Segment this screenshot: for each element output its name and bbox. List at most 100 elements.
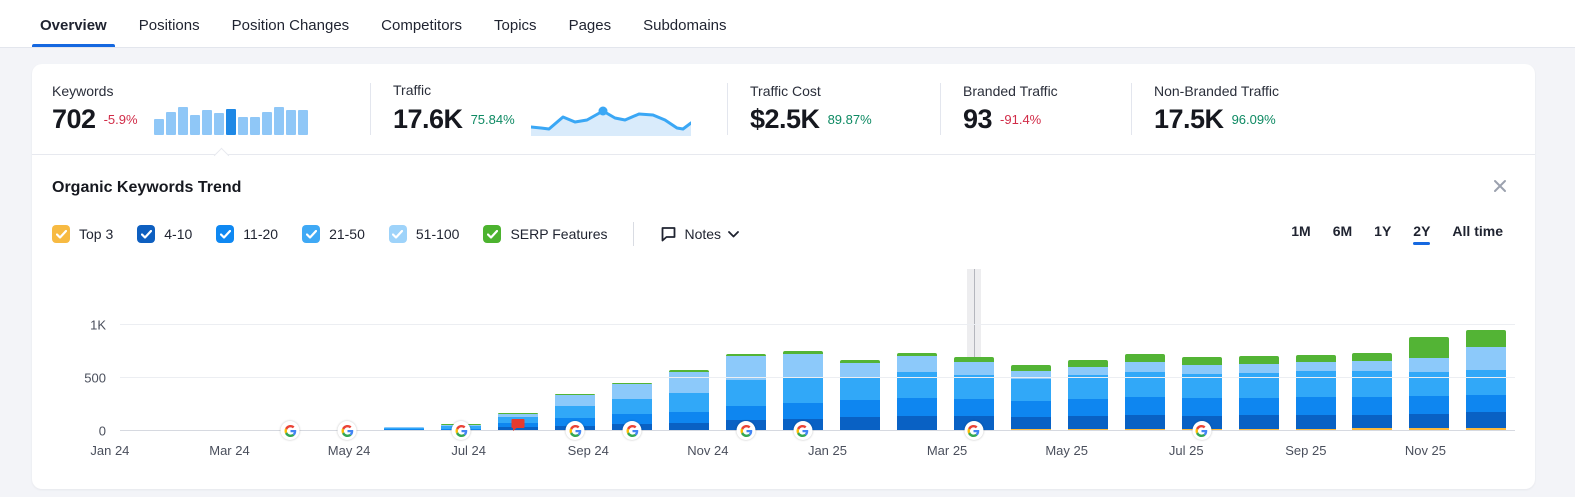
filter-21-50[interactable]: 21-50: [302, 225, 365, 243]
stacked-bar[interactable]: [1067, 360, 1108, 431]
checkbox-checked-icon[interactable]: [137, 225, 156, 243]
google-update-icon[interactable]: [451, 421, 471, 440]
stat-value: 17.5K: [1154, 104, 1224, 134]
tab-overview[interactable]: Overview: [32, 17, 115, 47]
stat-branded-traffic[interactable]: Branded Traffic 93 -91.4%: [963, 83, 1109, 135]
checkbox-checked-icon[interactable]: [216, 225, 235, 243]
stacked-bar[interactable]: [669, 369, 710, 431]
bar-segment-serp-features: [726, 353, 766, 356]
bar-segment-4-10: [1352, 414, 1393, 429]
stacked-bar[interactable]: [1295, 354, 1336, 431]
stacked-bar[interactable]: [1010, 365, 1051, 431]
chart-slot-dec-24: [774, 271, 831, 440]
stacked-bar[interactable]: [1409, 336, 1450, 431]
stat-change: 89.87%: [827, 112, 872, 127]
google-update-icon[interactable]: [622, 421, 642, 440]
chart-slot-dec-25: [1458, 271, 1515, 431]
bar-segment-top-3: [1352, 428, 1393, 431]
filter-serp-features[interactable]: SERP Features: [483, 225, 607, 243]
minibar-bar: [225, 108, 236, 135]
stat-traffic-cost[interactable]: Traffic Cost $2.5K 89.87%: [750, 83, 918, 135]
checkbox-checked-icon[interactable]: [302, 225, 321, 243]
bar-segment-11-20: [384, 429, 425, 430]
google-update-icon[interactable]: [793, 421, 813, 440]
stat-keywords[interactable]: Keywords 702 -5.9%: [52, 83, 348, 135]
stacked-bar[interactable]: [839, 360, 880, 431]
bar-segment-21-50: [1466, 370, 1507, 395]
bar-segment-serp-features: [612, 383, 653, 385]
chart-slot-jun-25: [1116, 271, 1173, 431]
google-update-icon[interactable]: [1192, 421, 1212, 440]
notes-dropdown[interactable]: Notes: [660, 226, 739, 242]
chart-slot-feb-25: [888, 271, 945, 431]
bar-segment-11-20: [896, 397, 937, 416]
range-1m[interactable]: 1M: [1291, 223, 1311, 239]
bar-segment-serp-features: [1238, 356, 1279, 365]
close-icon[interactable]: [1493, 179, 1507, 193]
bar-segment-top-3: [1295, 428, 1336, 431]
checkbox-checked-icon[interactable]: [52, 225, 70, 243]
tab-position-changes[interactable]: Position Changes: [231, 17, 350, 34]
checkbox-checked-icon[interactable]: [483, 225, 502, 243]
range-1y[interactable]: 1Y: [1374, 223, 1392, 239]
tab-pages[interactable]: Pages: [568, 17, 612, 34]
stacked-bar[interactable]: [1181, 357, 1222, 431]
x-axis-label: Jul 25: [1168, 443, 1204, 458]
bar-segment-51-100: [1409, 358, 1450, 373]
google-update-icon[interactable]: [337, 421, 357, 440]
stat-divider: [940, 83, 941, 135]
stacked-bar[interactable]: [1124, 353, 1165, 431]
stat-traffic[interactable]: Traffic 17.6K 75.84%: [393, 82, 705, 137]
filter-51-100[interactable]: 51-100: [388, 225, 460, 243]
stacked-bar[interactable]: [1466, 329, 1507, 431]
minibar-bar: [153, 118, 164, 135]
filter-label: SERP Features: [510, 226, 608, 242]
google-update-icon[interactable]: [736, 421, 756, 440]
range-6m[interactable]: 6M: [1332, 223, 1353, 239]
google-update-icon[interactable]: [565, 421, 585, 440]
y-axis-label: 500: [84, 370, 106, 386]
bar-segment-11-20: [1124, 397, 1165, 416]
google-update-icon[interactable]: [964, 421, 984, 440]
y-axis-label: 0: [98, 423, 106, 439]
stacked-bar[interactable]: [1238, 356, 1279, 431]
tab-competitors[interactable]: Competitors: [381, 17, 463, 34]
stacked-bar[interactable]: [896, 353, 937, 431]
bar-segment-51-100: [1295, 361, 1336, 372]
chart-slot-may-25: [1059, 271, 1116, 431]
stat-non-branded-traffic[interactable]: Non-Branded Traffic 17.5K 96.09%: [1154, 83, 1279, 135]
x-axis-label: [379, 443, 439, 458]
stacked-bar[interactable]: [1352, 353, 1393, 431]
bar-segment-11-20: [1067, 399, 1108, 417]
chart-slot-feb-24: [205, 271, 262, 431]
filter-label: 51-100: [415, 226, 460, 242]
chart-slot-aug-25: [1230, 271, 1287, 431]
x-axis-label: Nov 24: [687, 443, 729, 458]
stats-row: Keywords 702 -5.9% Traffic 17.6K 75.84% Traffi…: [32, 64, 1535, 163]
x-axis-label: [977, 443, 1037, 458]
tab-topics[interactable]: Topics: [494, 17, 537, 34]
gridline: [120, 324, 1515, 325]
stacked-bar[interactable]: [782, 351, 823, 431]
checkbox-checked-icon[interactable]: [388, 225, 407, 243]
organic-keywords-trend-section: Organic Keywords Trend Top 3 4-10 11-20 21-…: [32, 155, 1535, 458]
bar-segment-11-20: [1181, 398, 1222, 416]
bar-segment-4-10: [1295, 414, 1336, 429]
bar-segment-11-20: [612, 414, 653, 424]
google-update-icon[interactable]: [280, 421, 300, 440]
filter-11-20[interactable]: 11-20: [216, 225, 278, 243]
range-all-time[interactable]: All time: [1452, 223, 1503, 239]
chart-slot-nov-24: [718, 271, 775, 440]
range-2y[interactable]: 2Y: [1413, 223, 1431, 245]
bar-segment-11-20: [839, 400, 880, 418]
note-icon[interactable]: [511, 418, 526, 432]
stacked-bar[interactable]: [953, 356, 994, 431]
bar-segment-51-100: [384, 426, 425, 428]
tab-subdomains[interactable]: Subdomains: [643, 17, 727, 34]
filter-top-3[interactable]: Top 3: [52, 225, 113, 243]
chart-slot-sep-25: [1287, 271, 1344, 431]
filter-4-10[interactable]: 4-10: [137, 225, 192, 243]
tab-positions[interactable]: Positions: [138, 17, 200, 34]
stat-value: 93: [963, 104, 993, 134]
stacked-bar[interactable]: [726, 353, 766, 431]
